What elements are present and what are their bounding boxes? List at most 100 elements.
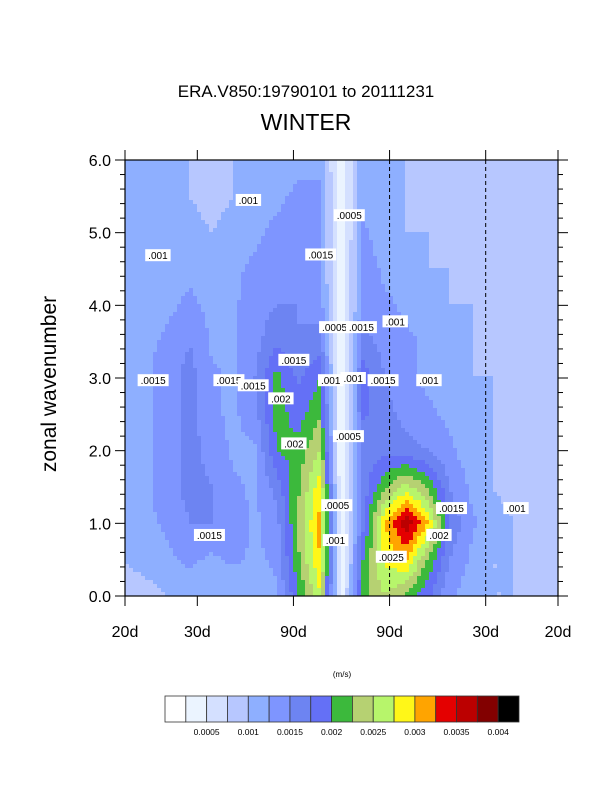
contour-cell <box>389 204 394 209</box>
contour-cell <box>513 288 518 293</box>
contour-cell <box>129 164 134 169</box>
contour-cell <box>189 272 194 277</box>
contour-cell <box>453 168 458 173</box>
contour-cell <box>433 256 438 261</box>
contour-cell <box>129 268 134 273</box>
contour-cell <box>253 304 258 309</box>
contour-cell <box>369 184 374 189</box>
contour-cell <box>513 224 518 229</box>
contour-cell <box>377 288 382 293</box>
contour-cell <box>181 288 186 293</box>
contour-cell <box>217 304 222 309</box>
contour-cell <box>453 276 458 281</box>
contour-cell <box>137 248 142 253</box>
contour-cell <box>433 240 438 245</box>
contour-cell <box>237 292 242 297</box>
contour-cell <box>361 172 366 177</box>
contour-cell <box>249 160 254 165</box>
contour-cell <box>173 232 178 237</box>
contour-cell <box>273 168 278 173</box>
contour-cell <box>277 328 282 333</box>
contour-cell <box>165 276 170 281</box>
contour-cell <box>481 256 486 261</box>
contour-cell <box>329 216 334 221</box>
contour-cell <box>221 196 226 201</box>
contour-cell <box>365 212 370 217</box>
contour-cell <box>257 260 262 265</box>
contour-cell <box>253 236 258 241</box>
contour-cell <box>129 224 134 229</box>
contour-cell <box>169 192 174 197</box>
contour-cell <box>261 256 266 261</box>
contour-cell <box>129 180 134 185</box>
contour-cell <box>321 276 326 281</box>
contour-cell <box>345 184 350 189</box>
contour-cell <box>305 216 310 221</box>
contour-cell <box>237 228 242 233</box>
contour-cell <box>229 192 234 197</box>
contour-cell <box>153 320 158 325</box>
contour-cell <box>369 268 374 273</box>
contour-cell <box>261 288 266 293</box>
contour-cell <box>309 300 314 305</box>
contour-cell <box>405 276 410 281</box>
contour-cell <box>193 244 198 249</box>
contour-cell <box>229 276 234 281</box>
contour-cell <box>453 224 458 229</box>
contour-cell <box>481 268 486 273</box>
contour-cell <box>517 224 522 229</box>
contour-cell <box>409 188 414 193</box>
contour-cell <box>441 220 446 225</box>
contour-cell <box>549 316 554 321</box>
contour-cell <box>333 268 338 273</box>
contour-cell <box>393 312 398 317</box>
contour-cell <box>133 252 138 257</box>
contour-cell <box>233 212 238 217</box>
contour-cell <box>173 308 178 313</box>
contour-cell <box>169 320 174 325</box>
contour-cell <box>309 296 314 301</box>
contour-cell <box>161 164 166 169</box>
contour-cell <box>429 292 434 297</box>
contour-cell <box>549 212 554 217</box>
contour-cell <box>553 224 558 229</box>
contour-cell <box>257 324 262 329</box>
contour-cell <box>345 176 350 181</box>
contour-cell <box>409 228 414 233</box>
contour-cell <box>489 172 494 177</box>
contour-cell <box>409 328 414 333</box>
contour-cell <box>229 168 234 173</box>
contour-cell <box>225 240 230 245</box>
contour-cell <box>137 216 142 221</box>
contour-cell <box>521 164 526 169</box>
contour-cell <box>545 312 550 317</box>
contour-cell <box>277 268 282 273</box>
contour-cell <box>461 240 466 245</box>
contour-cell <box>261 252 266 257</box>
contour-cell <box>405 288 410 293</box>
contour-cell <box>489 184 494 189</box>
contour-cell <box>301 220 306 225</box>
contour-cell <box>285 176 290 181</box>
contour-cell <box>173 324 178 329</box>
contour-cell <box>529 256 534 261</box>
contour-cell <box>349 160 354 165</box>
contour-cell <box>489 240 494 245</box>
contour-cell <box>189 340 194 345</box>
contour-cell <box>505 308 510 313</box>
contour-cell <box>405 260 410 265</box>
contour-cell <box>197 160 202 165</box>
contour-cell <box>553 268 558 273</box>
contour-cell <box>525 228 530 233</box>
contour-cell <box>445 324 450 329</box>
contour-cell <box>485 216 490 221</box>
contour-cell <box>157 176 162 181</box>
contour-cell <box>233 192 238 197</box>
contour-cell <box>293 196 298 201</box>
contour-cell <box>229 256 234 261</box>
contour-cell <box>225 172 230 177</box>
contour-cell <box>257 288 262 293</box>
contour-cell <box>177 316 182 321</box>
contour-cell <box>477 224 482 229</box>
contour-cell <box>305 208 310 213</box>
